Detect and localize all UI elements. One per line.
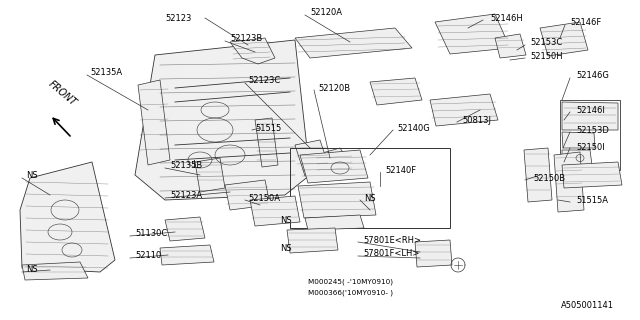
Polygon shape: [255, 118, 278, 167]
Text: A505001141: A505001141: [561, 301, 614, 310]
Text: 52135A: 52135A: [90, 68, 122, 76]
Polygon shape: [295, 140, 330, 176]
Text: 51515: 51515: [255, 124, 281, 132]
Text: 57801E<RH>: 57801E<RH>: [363, 236, 421, 244]
Polygon shape: [160, 245, 214, 265]
Text: 52153C: 52153C: [530, 37, 563, 46]
Text: 57801F<LH>: 57801F<LH>: [363, 250, 419, 259]
Text: 52146H: 52146H: [490, 13, 523, 22]
Text: NS: NS: [26, 266, 38, 275]
Text: 52120A: 52120A: [310, 7, 342, 17]
Polygon shape: [370, 78, 422, 105]
Polygon shape: [20, 162, 115, 272]
Text: 52123C: 52123C: [248, 76, 280, 84]
Polygon shape: [540, 22, 588, 56]
Text: NS: NS: [280, 215, 292, 225]
Text: NS: NS: [280, 244, 292, 252]
Text: 52140F: 52140F: [385, 165, 416, 174]
Text: 52150I: 52150I: [576, 142, 605, 151]
Text: 52135B: 52135B: [170, 161, 202, 170]
Polygon shape: [562, 132, 595, 148]
Polygon shape: [298, 182, 376, 218]
Text: 52120B: 52120B: [318, 84, 350, 92]
Polygon shape: [315, 148, 355, 177]
Text: 52146G: 52146G: [576, 70, 609, 79]
Polygon shape: [165, 217, 205, 241]
Text: NS: NS: [26, 171, 38, 180]
Polygon shape: [495, 34, 526, 58]
Text: 50813J: 50813J: [462, 116, 491, 124]
Polygon shape: [562, 162, 622, 188]
Text: 52140G: 52140G: [397, 124, 429, 132]
Polygon shape: [562, 150, 592, 165]
Polygon shape: [524, 148, 552, 202]
Text: 52123: 52123: [165, 13, 191, 22]
Text: L: L: [193, 160, 198, 170]
Polygon shape: [225, 180, 270, 210]
Polygon shape: [295, 28, 412, 58]
Text: 52150B: 52150B: [533, 173, 565, 182]
Polygon shape: [430, 94, 498, 126]
Polygon shape: [195, 158, 225, 192]
Text: 52153D: 52153D: [576, 125, 609, 134]
Text: 52146I: 52146I: [576, 106, 605, 115]
Polygon shape: [287, 228, 338, 253]
Text: 52123B: 52123B: [230, 34, 262, 43]
Text: 52123A: 52123A: [170, 190, 202, 199]
Text: 51130C: 51130C: [135, 228, 167, 237]
Text: 52150A: 52150A: [248, 194, 280, 203]
Polygon shape: [415, 240, 452, 267]
Polygon shape: [22, 262, 88, 280]
Polygon shape: [250, 196, 300, 226]
Polygon shape: [435, 14, 510, 54]
Text: 52150H: 52150H: [530, 52, 563, 60]
Polygon shape: [138, 80, 170, 165]
Polygon shape: [300, 150, 368, 183]
Polygon shape: [305, 215, 364, 230]
Text: 52146F: 52146F: [570, 18, 601, 27]
Text: 51515A: 51515A: [576, 196, 608, 204]
Polygon shape: [554, 152, 584, 212]
Text: 52110: 52110: [135, 251, 161, 260]
Text: M000245( -'10MY0910): M000245( -'10MY0910): [308, 279, 393, 285]
Text: NS: NS: [364, 194, 376, 203]
Polygon shape: [230, 38, 275, 64]
Polygon shape: [562, 102, 618, 130]
Text: FRONT: FRONT: [46, 79, 78, 108]
Text: M000366('10MY0910- ): M000366('10MY0910- ): [308, 290, 393, 296]
Polygon shape: [135, 40, 310, 200]
